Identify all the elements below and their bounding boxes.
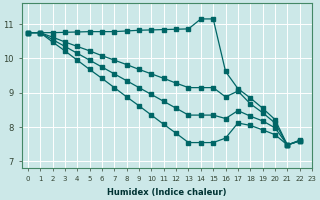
X-axis label: Humidex (Indice chaleur): Humidex (Indice chaleur) <box>107 188 227 197</box>
